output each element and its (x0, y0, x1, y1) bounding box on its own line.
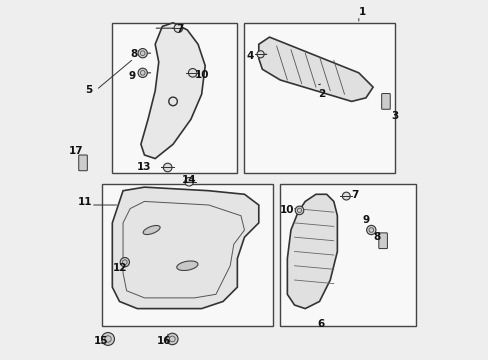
Text: 3: 3 (390, 111, 397, 121)
Circle shape (366, 225, 375, 235)
FancyBboxPatch shape (112, 23, 237, 173)
Text: 5: 5 (84, 85, 92, 95)
FancyBboxPatch shape (244, 23, 394, 173)
Circle shape (295, 206, 303, 215)
Polygon shape (258, 37, 372, 102)
Text: 6: 6 (317, 319, 324, 329)
Text: 7: 7 (351, 190, 358, 200)
Circle shape (166, 333, 178, 345)
Text: 1: 1 (358, 7, 365, 17)
FancyBboxPatch shape (378, 233, 386, 249)
FancyBboxPatch shape (79, 155, 87, 171)
Circle shape (163, 163, 172, 172)
Text: 17: 17 (68, 147, 83, 157)
FancyBboxPatch shape (280, 184, 415, 327)
Ellipse shape (176, 261, 198, 270)
Polygon shape (112, 187, 258, 309)
Polygon shape (141, 23, 205, 158)
Text: 8: 8 (130, 49, 137, 59)
FancyBboxPatch shape (102, 184, 272, 327)
Text: 14: 14 (182, 175, 196, 185)
Text: 9: 9 (362, 215, 369, 225)
Text: 10: 10 (194, 69, 208, 80)
Circle shape (188, 68, 197, 77)
Circle shape (102, 333, 114, 345)
Text: 15: 15 (94, 337, 108, 346)
FancyBboxPatch shape (381, 94, 389, 109)
Circle shape (138, 49, 147, 58)
Circle shape (138, 68, 147, 77)
Text: 8: 8 (372, 232, 380, 242)
Circle shape (120, 257, 129, 267)
Text: 9: 9 (128, 71, 135, 81)
Circle shape (257, 51, 264, 58)
Circle shape (342, 192, 349, 200)
Text: 12: 12 (113, 262, 127, 273)
Text: 2: 2 (317, 89, 324, 99)
Text: 16: 16 (157, 337, 171, 346)
Ellipse shape (143, 225, 160, 235)
Text: 7: 7 (176, 24, 183, 34)
Text: 10: 10 (280, 205, 294, 215)
Circle shape (184, 177, 193, 186)
Text: 13: 13 (137, 162, 151, 172)
Polygon shape (287, 194, 337, 309)
Text: 4: 4 (246, 51, 253, 61)
Text: 11: 11 (78, 197, 93, 207)
Circle shape (174, 24, 183, 32)
